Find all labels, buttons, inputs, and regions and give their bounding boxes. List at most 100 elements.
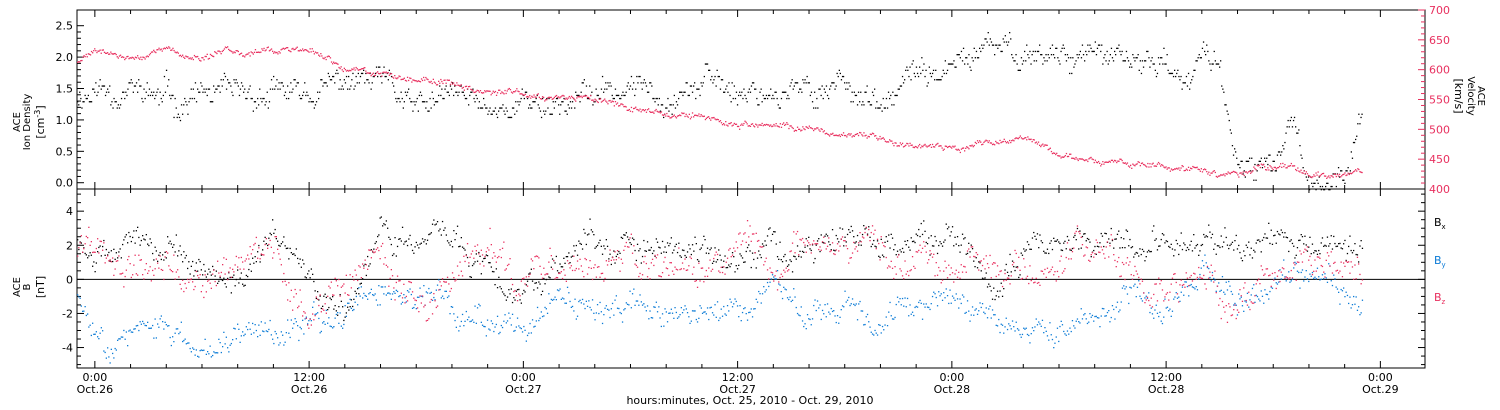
- data-point: [739, 128, 741, 130]
- data-point: [168, 242, 170, 244]
- data-point: [273, 342, 275, 345]
- data-point: [521, 88, 523, 90]
- data-point: [1155, 304, 1157, 306]
- data-point: [1025, 249, 1027, 251]
- data-point: [483, 92, 485, 94]
- data-point: [190, 88, 192, 90]
- data-point: [1196, 60, 1198, 62]
- data-point: [524, 91, 527, 93]
- data-point: [318, 54, 320, 56]
- data-point: [629, 85, 632, 87]
- data-point: [564, 274, 566, 276]
- data-point: [485, 107, 487, 109]
- data-point: [899, 142, 901, 144]
- data-point: [365, 72, 367, 75]
- data-point: [373, 294, 375, 297]
- data-point: [870, 133, 873, 136]
- data-point: [745, 250, 747, 253]
- data-point: [413, 306, 415, 309]
- data-point: [511, 92, 514, 94]
- data-point: [595, 99, 597, 101]
- data-point: [1113, 247, 1115, 249]
- data-point: [1060, 249, 1062, 251]
- data-point: [1174, 168, 1176, 170]
- data-point: [1266, 237, 1269, 239]
- data-point: [133, 328, 135, 330]
- data-point: [606, 308, 609, 310]
- data-point: [80, 60, 82, 62]
- data-point: [1199, 273, 1201, 276]
- data-point: [551, 258, 554, 260]
- data-point: [454, 319, 456, 322]
- data-point: [163, 278, 165, 281]
- data-point: [357, 288, 359, 290]
- data-point: [1199, 170, 1201, 172]
- data-point: [297, 307, 299, 309]
- data-point: [1029, 138, 1031, 141]
- data-point: [1048, 57, 1050, 59]
- data-point: [569, 262, 571, 264]
- data-point: [411, 81, 413, 83]
- data-point: [1343, 287, 1345, 289]
- data-point: [1191, 250, 1194, 252]
- data-point: [1142, 163, 1145, 166]
- data-point: [246, 97, 248, 100]
- data-point: [648, 249, 650, 251]
- data-point: [690, 85, 693, 87]
- data-point: [122, 336, 124, 338]
- data-point: [238, 282, 240, 284]
- data-point: [244, 333, 246, 335]
- data-point: [97, 238, 99, 240]
- data-point: [1133, 285, 1135, 287]
- data-point: [387, 79, 389, 81]
- data-point: [350, 70, 352, 72]
- data-point: [100, 240, 102, 243]
- data-point: [494, 107, 497, 109]
- data-point: [560, 298, 562, 300]
- data-point: [391, 254, 394, 257]
- data-point: [297, 257, 299, 260]
- data-point: [334, 277, 336, 279]
- data-point: [222, 79, 224, 81]
- data-point: [1079, 50, 1081, 53]
- data-point: [1055, 336, 1057, 338]
- data-point: [1296, 169, 1298, 172]
- data-point: [1001, 50, 1003, 53]
- data-point: [507, 88, 509, 90]
- data-point: [184, 57, 186, 59]
- data-point: [142, 320, 144, 323]
- data-point: [753, 258, 755, 261]
- data-point: [541, 277, 544, 279]
- data-point: [435, 101, 438, 103]
- data-point: [550, 266, 552, 268]
- data-point: [786, 122, 788, 124]
- data-point: [208, 88, 211, 90]
- data-point: [670, 104, 672, 106]
- data-point: [721, 266, 724, 268]
- data-point: [1280, 154, 1282, 156]
- data-point: [638, 75, 640, 78]
- data-point: [94, 333, 96, 335]
- data-point: [649, 249, 651, 251]
- data-point: [1123, 238, 1125, 240]
- data-point: [1004, 326, 1006, 328]
- data-point: [456, 316, 459, 318]
- data-point: [517, 101, 519, 103]
- data-point: [597, 101, 599, 104]
- data-point: [1125, 50, 1128, 53]
- data-point: [207, 58, 209, 60]
- data-point: [197, 55, 199, 58]
- data-point: [1101, 307, 1104, 310]
- data-point: [384, 72, 386, 74]
- data-point: [426, 292, 429, 294]
- data-point: [659, 247, 661, 249]
- data-point: [1240, 257, 1242, 259]
- data-point: [696, 88, 698, 90]
- data-point: [901, 247, 904, 250]
- data-point: [390, 298, 392, 300]
- data-point: [982, 47, 984, 49]
- data-point: [920, 147, 922, 149]
- data-point: [485, 91, 487, 93]
- velocity-tick-label: 450: [1429, 153, 1450, 166]
